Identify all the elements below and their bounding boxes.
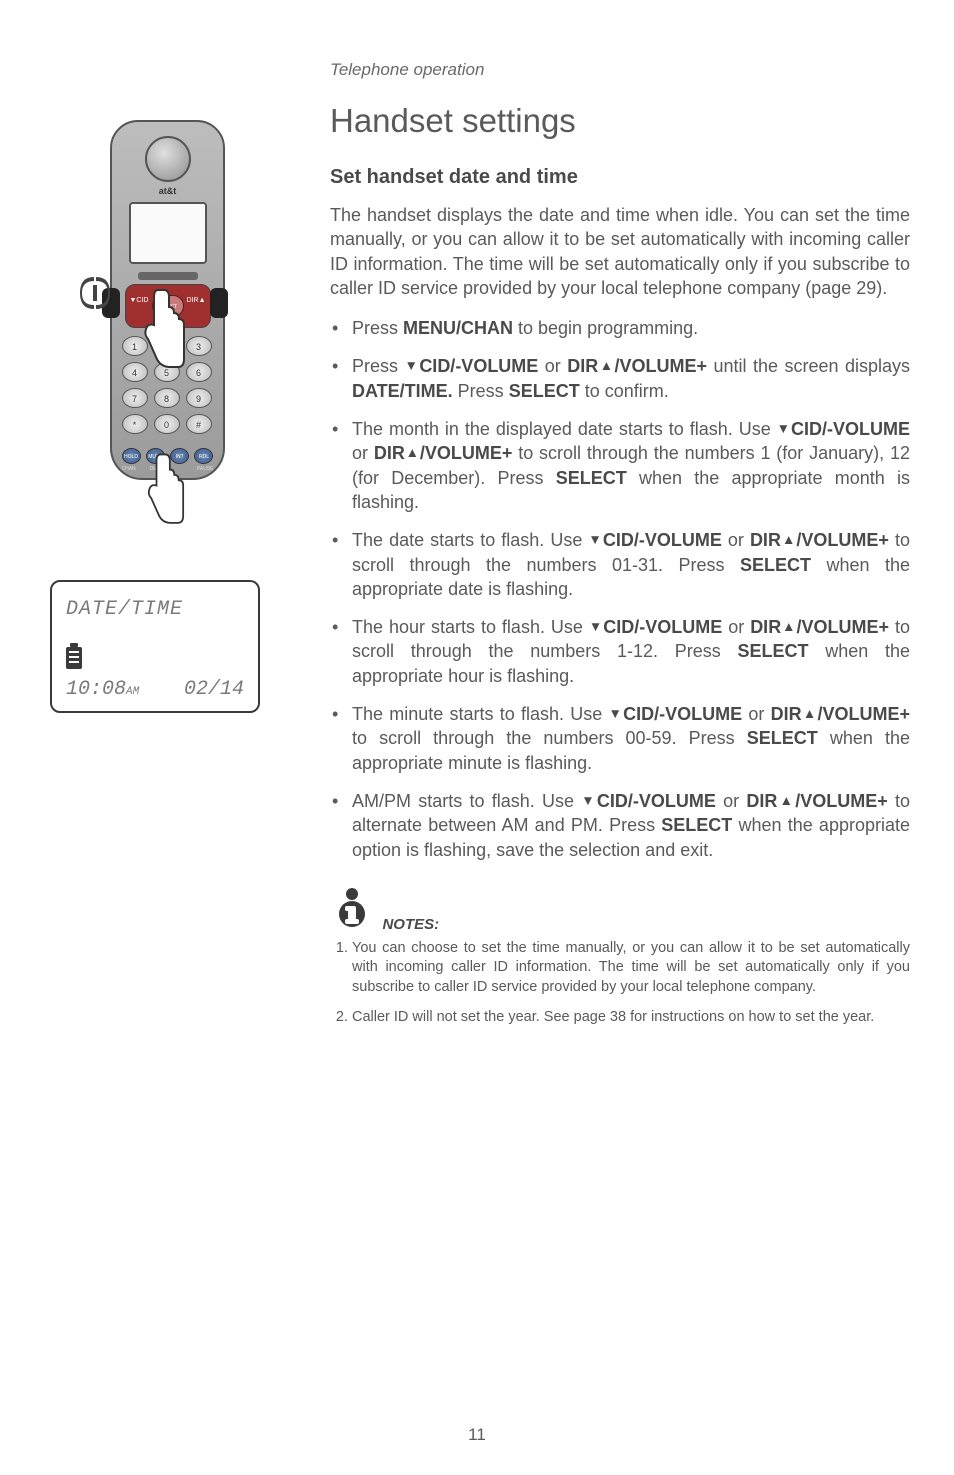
page-number: 11 [0,1425,954,1445]
key-8: 8 [154,388,180,408]
right-column: Telephone operation Handset settings Set… [330,60,910,1037]
end-button [210,288,228,318]
key-star: * [122,414,148,434]
earpiece [145,136,191,182]
lcd-display-box: DATE/TIME 10:08AM 02/14 [50,580,260,713]
note-item: Caller ID will not set the year. See pag… [352,1008,910,1028]
list-item: Press MENU/CHAN to begin programming. [330,316,910,340]
nav-dir-label: DIR▲ [187,297,206,304]
lcd-title: DATE/TIME [66,598,244,621]
chan-label: CHAN [122,466,136,472]
rdl-key: RDL [194,448,213,464]
brand-logo: at&t [159,186,177,196]
lcd-bottom-row: 10:08AM 02/14 [66,678,244,701]
phone-screen [129,202,207,264]
lcd-date: 02/14 [184,678,244,701]
section-label: Telephone operation [330,60,910,80]
phone-illustration: at&t ▼CID SELECT DIR▲ FLASH CLEAR 1 2 3 … [60,120,270,540]
key-3: 3 [186,336,212,356]
list-item: The hour starts to flash. Use CID/-VOLUM… [330,615,910,688]
key-6: 6 [186,362,212,382]
key-0: 0 [154,414,180,434]
list-item: AM/PM starts to flash. Use CID/-VOLUME o… [330,789,910,862]
lcd-time: 10:08AM [66,678,139,701]
instruction-list: Press MENU/CHAN to begin programming. Pr… [330,316,910,862]
list-item: The minute starts to flash. Use CID/-VOL… [330,702,910,775]
battery-icon [66,647,82,669]
pause-label: PAUSE [197,466,214,472]
page-subtitle: Set handset date and time [330,166,910,189]
info-icon [330,884,374,933]
page-title: Handset settings [330,102,910,140]
hold-key: HOLD [122,448,141,464]
notes-list: You can choose to set the time manually,… [330,939,910,1027]
notes-heading: NOTES: [382,916,439,933]
list-item: The month in the displayed date starts t… [330,417,910,514]
antenna-icon [80,275,110,311]
pointing-hand-icon [142,450,187,530]
volume-bar [138,272,198,280]
pointing-hand-icon [138,285,188,375]
key-7: 7 [122,388,148,408]
list-item: Press CID/-VOLUME or DIR/VOLUME+ until t… [330,354,910,403]
note-item: You can choose to set the time manually,… [352,939,910,998]
intro-paragraph: The handset displays the date and time w… [330,203,910,300]
list-item: The date starts to flash. Use CID/-VOLUM… [330,528,910,601]
key-9: 9 [186,388,212,408]
key-hash: # [186,414,212,434]
notes-block: NOTES: You can choose to set the time ma… [330,884,910,1027]
left-column: at&t ▼CID SELECT DIR▲ FLASH CLEAR 1 2 3 … [50,120,280,713]
